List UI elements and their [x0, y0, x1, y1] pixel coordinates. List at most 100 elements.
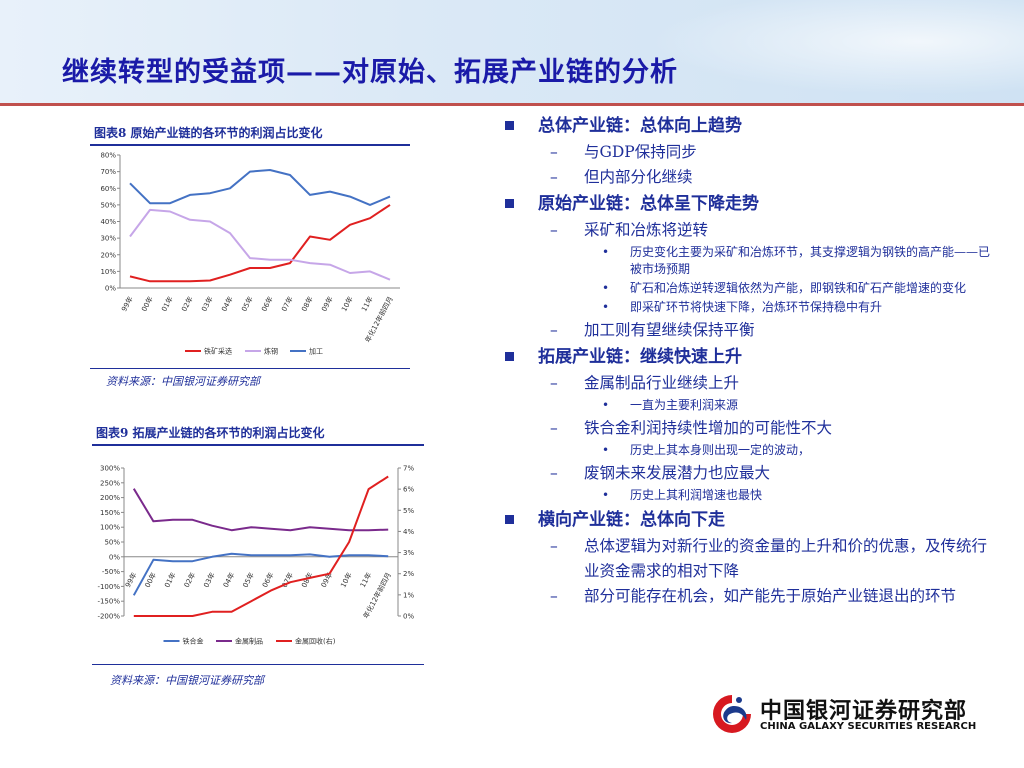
logo-chinese-name: 中国银河证券研究部	[760, 699, 968, 724]
bullet-l3: • 历史上其利润增速也最快	[602, 488, 763, 502]
series-line	[133, 475, 389, 617]
bullet-text: 部分可能存在机会，如产能先于原始产业链退出的环节	[584, 587, 957, 605]
header-divider	[0, 103, 1024, 106]
x-tick-label: 06年	[260, 571, 275, 589]
bullet-text: 历史上其利润增速也最快	[630, 488, 763, 502]
series-line	[129, 169, 391, 206]
bullet-l3: • 一直为主要利润来源	[602, 398, 739, 412]
bullet-l2: – 加工则有望继续保持平衡	[550, 321, 755, 339]
figure8-chart: 0% 10% 20% 30% 40% 50% 60% 70% 80% 99年 00年 01年 02年 03…	[100, 152, 400, 356]
x-tick-label: 01年	[162, 571, 177, 589]
legend-label: 铁矿采选	[204, 347, 232, 356]
x-tick-label: 07年	[279, 295, 294, 313]
figure8-bottom-rule	[90, 368, 410, 369]
y-tick-label: 50%	[104, 539, 120, 547]
series-line	[129, 208, 391, 281]
x-tick-label: 06年	[259, 295, 274, 313]
y-tick-label: -100%	[97, 583, 120, 591]
y-tick-label: 50%	[100, 201, 116, 209]
series-line	[132, 552, 389, 596]
bullet-text: 历史变化主要为采矿和冶炼环节，其支撑逻辑为钢铁的高产能——已被市场预期	[630, 245, 991, 276]
legend-label: 铁合金	[183, 637, 204, 646]
x-tick-label: 05年	[239, 295, 254, 313]
bullet-l2: – 部分可能存在机会，如产能先于原始产业链退出的环节	[550, 587, 957, 605]
bullet-l2: – 与GDP保持同步	[550, 143, 697, 161]
bullet-l2: – 金属制品行业继续上升	[550, 374, 740, 392]
y2-tick-label: 6%	[403, 486, 414, 494]
y2-tick-label: 3%	[403, 549, 414, 557]
y-tick-label: 0%	[105, 285, 116, 293]
y-tick-label: 100%	[100, 524, 120, 532]
bullet-text: 铁合金利润持续性增加的可能性不大	[584, 419, 833, 437]
y2-tick-label: 1%	[403, 591, 414, 599]
bullet-l2: – 但内部分化继续	[550, 168, 693, 186]
bullet-l3: • 历史变化主要为采矿和冶炼环节，其支撑逻辑为钢铁的高产能——已被市场预期	[602, 245, 991, 276]
x-tick-label: 00年	[139, 295, 154, 313]
x-tick-label: 01年	[159, 295, 174, 313]
x-tick-label: 10年	[339, 295, 354, 313]
x-tick-label: 02年	[182, 571, 197, 589]
bullet-l1: 原始产业链：总体呈下降走势	[502, 190, 992, 218]
y-tick-label: 30%	[100, 235, 116, 243]
x-tick-label: 05年	[241, 571, 256, 589]
x-tick-label: 10年	[338, 571, 353, 589]
figure8-source: 资料来源：中国银河证券研究部	[106, 375, 260, 388]
figure9-top-rule	[92, 444, 424, 446]
square-bullet-icon	[505, 121, 514, 130]
y2-tick-label: 7%	[403, 465, 414, 473]
y-tick-label: 40%	[100, 218, 116, 226]
x-tick-label: 02年	[179, 295, 194, 313]
legend-label: 金属回收(右)	[295, 637, 336, 646]
x-tick-label: 11年	[359, 295, 374, 313]
bullet-text: 但内部分化继续	[584, 168, 693, 186]
slide-title: 继续转型的受益项——对原始、拓展产业链的分析	[62, 57, 678, 88]
y-tick-label: 80%	[100, 152, 116, 160]
analysis-bullets: 总体产业链：总体向上趋势 – 与GDP保持同步 – 但内部分化继续 原始产业链：总体…	[502, 112, 992, 609]
y2-tick-label: 2%	[403, 570, 414, 578]
y2-tick-label: 4%	[403, 528, 414, 536]
bullet-l1: 拓展产业链：继续快速上升	[502, 343, 992, 371]
legend-label: 金属制品	[235, 637, 263, 646]
series-line	[132, 488, 389, 532]
bullet-l2: – 采矿和冶炼将逆转	[550, 221, 709, 239]
y-tick-label: 200%	[100, 494, 120, 502]
x-tick-label: 08年	[299, 295, 314, 313]
x-tick-label: 11年	[358, 571, 373, 589]
bullet-l3: • 即采矿环节将快速下降，冶炼环节保持稳中有升	[602, 300, 883, 314]
bullet-text: 采矿和冶炼将逆转	[584, 221, 709, 239]
figure9-bottom-rule	[92, 664, 424, 665]
bullet-text: 横向产业链：总体向下走	[538, 510, 725, 530]
bullet-l1: 横向产业链：总体向下走	[502, 506, 992, 534]
y-tick-label: 20%	[100, 251, 116, 259]
bullet-text: 与GDP保持同步	[584, 143, 697, 161]
x-tick-label: 99年	[123, 571, 138, 589]
square-bullet-icon	[505, 515, 514, 524]
bullet-text: 一直为主要利润来源	[630, 398, 739, 412]
legend-label: 炼钢	[264, 347, 278, 356]
square-bullet-icon	[505, 352, 514, 361]
bullet-l2: – 总体逻辑为对新行业的资金量的上升和价的优惠，及传统行业资金需求的相对下降	[550, 537, 988, 580]
galaxy-logo-icon	[713, 695, 751, 733]
x-tick-label: 04年	[221, 571, 236, 589]
y-tick-label: 250%	[100, 479, 120, 487]
bullet-text: 加工则有望继续保持平衡	[584, 321, 755, 339]
bullet-text: 矿石和冶炼逆转逻辑依然为产能，即钢铁和矿石产能增速的变化	[630, 281, 967, 295]
figure8-caption: 图表8 原始产业链的各环节的利润占比变化	[94, 126, 323, 140]
y-tick-label: 60%	[100, 185, 116, 193]
y-tick-label: 10%	[100, 268, 116, 276]
y2-tick-label: 0%	[403, 613, 414, 621]
bullet-l1: 总体产业链：总体向上趋势	[502, 112, 992, 140]
bullet-text: 总体产业链：总体向上趋势	[538, 116, 742, 136]
x-tick-label: 99年	[119, 295, 134, 313]
y-tick-label: 150%	[100, 509, 120, 517]
y-tick-label: -50%	[102, 568, 120, 576]
slide-header	[0, 0, 1024, 104]
figure9-chart: 300% 250% 200% 150% 100% 50% 0% -50% -100% -150% -…	[97, 465, 414, 646]
y-tick-label: -150%	[97, 598, 120, 606]
y-tick-label: 300%	[100, 465, 120, 473]
bullet-text: 即采矿环节将快速下降，冶炼环节保持稳中有升	[630, 300, 883, 314]
bullet-text: 拓展产业链：继续快速上升	[538, 347, 742, 367]
x-tick-label: 09年	[319, 295, 334, 313]
y-tick-label: 0%	[109, 553, 120, 561]
bullet-l2: – 废钢未来发展潜力也应最大	[550, 464, 771, 482]
